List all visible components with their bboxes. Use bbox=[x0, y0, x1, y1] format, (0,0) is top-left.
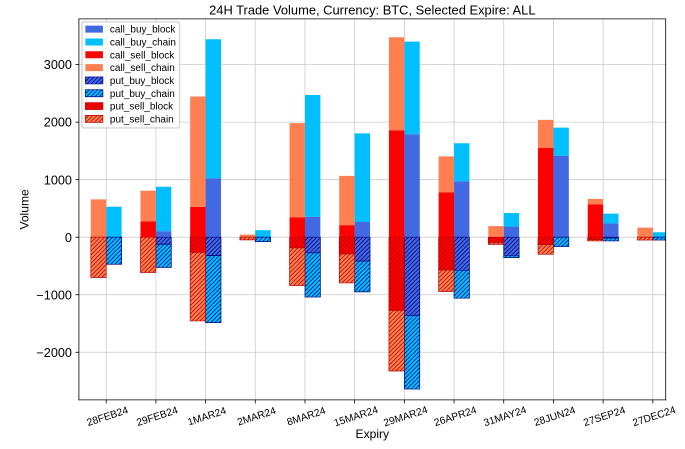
svg-text:put_buy_chain: put_buy_chain bbox=[110, 89, 175, 100]
svg-text:put_sell_chain: put_sell_chain bbox=[110, 114, 174, 125]
svg-text:call_sell_chain: call_sell_chain bbox=[110, 63, 175, 74]
svg-text:call_sell_block: call_sell_block bbox=[110, 50, 174, 61]
svg-text:24H Trade Volume, Currency: BT: 24H Trade Volume, Currency: BTC, Selecte… bbox=[209, 2, 535, 17]
svg-text:put_buy_block: put_buy_block bbox=[110, 76, 174, 87]
svg-text:call_buy_chain: call_buy_chain bbox=[110, 37, 176, 48]
svg-text:−1000: −1000 bbox=[36, 288, 71, 302]
svg-text:1000: 1000 bbox=[44, 173, 72, 187]
svg-text:0: 0 bbox=[65, 231, 72, 245]
svg-text:−2000: −2000 bbox=[36, 346, 71, 360]
svg-text:2000: 2000 bbox=[44, 116, 72, 130]
svg-text:Volume: Volume bbox=[17, 189, 31, 230]
svg-text:3000: 3000 bbox=[44, 58, 72, 72]
svg-text:put_sell_block: put_sell_block bbox=[110, 102, 173, 113]
svg-text:Expiry: Expiry bbox=[356, 427, 391, 441]
svg-text:call_buy_block: call_buy_block bbox=[110, 25, 176, 36]
